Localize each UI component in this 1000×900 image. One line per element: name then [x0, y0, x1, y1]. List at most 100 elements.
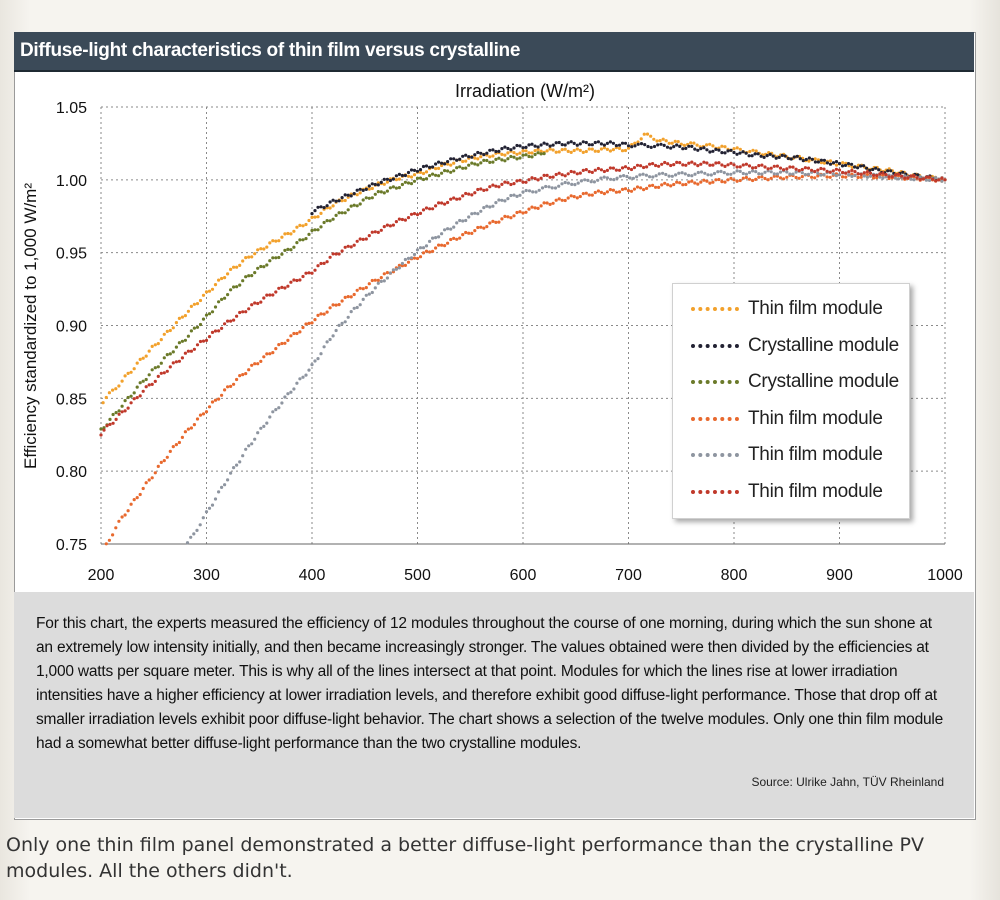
data-point — [557, 184, 561, 188]
data-point — [135, 361, 139, 365]
data-point — [639, 164, 643, 168]
data-point — [605, 190, 610, 194]
data-point — [548, 175, 552, 179]
data-point — [292, 229, 296, 233]
data-point — [138, 357, 142, 361]
data-point — [458, 157, 462, 161]
data-point — [527, 178, 531, 182]
data-point — [590, 170, 594, 174]
data-point — [162, 356, 166, 360]
data-point — [204, 290, 209, 294]
data-point — [593, 168, 597, 172]
data-point — [367, 282, 371, 286]
data-point — [268, 259, 272, 263]
data-point — [642, 132, 646, 136]
data-point — [210, 400, 215, 404]
data-point — [843, 163, 848, 167]
data-point — [714, 147, 718, 151]
figure-source: Source: Ulrike Jahn, TÜV Rheinland — [751, 775, 944, 789]
data-point — [141, 356, 145, 360]
data-point — [583, 178, 587, 182]
data-point — [553, 186, 558, 190]
data-point — [346, 193, 350, 197]
data-point — [479, 151, 483, 155]
data-point — [620, 141, 625, 145]
data-point — [596, 189, 601, 193]
data-point — [428, 239, 432, 243]
data-point — [751, 169, 755, 173]
series-3 — [99, 151, 546, 431]
data-point — [554, 198, 558, 202]
data-point — [394, 220, 398, 224]
data-point — [298, 238, 302, 242]
data-point — [409, 175, 414, 179]
data-point — [370, 278, 374, 283]
data-point — [834, 160, 839, 164]
data-point — [431, 249, 435, 253]
data-point — [521, 153, 525, 157]
x-tick-label: 500 — [404, 567, 431, 584]
data-point — [473, 156, 477, 160]
data-point — [629, 189, 634, 193]
data-point — [461, 194, 465, 198]
data-point — [376, 230, 380, 234]
data-point — [723, 180, 727, 184]
data-point — [828, 170, 832, 174]
data-point — [358, 202, 362, 206]
data-point — [331, 198, 335, 202]
data-point — [684, 163, 688, 167]
data-point — [235, 265, 239, 269]
data-point — [271, 256, 275, 260]
data-point — [563, 147, 567, 151]
data-point — [766, 178, 770, 182]
data-point — [186, 334, 190, 338]
data-point — [654, 174, 658, 178]
data-point — [853, 165, 857, 169]
data-point — [99, 433, 103, 437]
data-point — [370, 290, 374, 295]
data-point — [584, 168, 588, 172]
data-point — [434, 246, 438, 250]
data-point — [104, 542, 108, 546]
data-point — [729, 176, 733, 180]
data-point — [283, 248, 287, 252]
data-point — [479, 187, 483, 191]
data-point — [550, 186, 554, 190]
data-point — [506, 146, 510, 151]
data-point — [189, 349, 193, 353]
data-point — [560, 143, 564, 147]
data-point — [256, 248, 260, 252]
data-point — [241, 310, 245, 314]
data-point — [400, 173, 404, 178]
data-point — [346, 295, 350, 299]
data-point — [123, 409, 127, 413]
data-point — [126, 395, 130, 400]
data-point — [262, 296, 266, 300]
data-point — [165, 329, 169, 333]
data-point — [485, 188, 489, 192]
data-point — [705, 179, 709, 183]
data-point — [198, 413, 203, 417]
data-point — [150, 382, 154, 386]
data-point — [449, 163, 453, 167]
data-point — [262, 265, 266, 269]
data-point — [316, 357, 320, 361]
data-point — [878, 175, 882, 179]
data-point — [241, 259, 245, 263]
data-point — [747, 164, 752, 168]
data-point — [334, 199, 338, 203]
data-point — [803, 166, 808, 170]
data-point — [461, 233, 465, 237]
data-point — [150, 368, 154, 372]
data-point — [757, 172, 761, 176]
data-point — [343, 320, 347, 324]
data-point — [687, 161, 691, 165]
data-point — [241, 454, 245, 458]
data-point — [421, 246, 426, 250]
data-point — [343, 295, 347, 299]
data-point — [135, 396, 139, 400]
data-point — [706, 173, 710, 177]
data-point — [711, 163, 715, 167]
data-point — [412, 173, 417, 177]
data-point — [614, 168, 619, 172]
